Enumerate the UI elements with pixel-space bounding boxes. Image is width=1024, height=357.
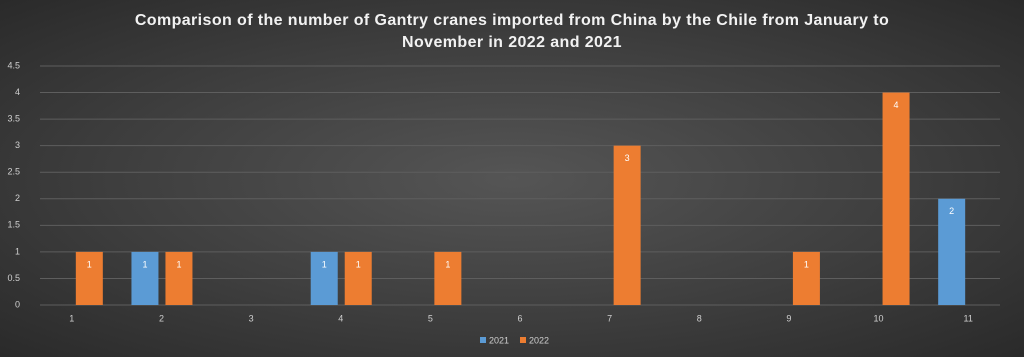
y-tick-label: 4.5	[7, 60, 20, 70]
bar	[434, 251, 462, 305]
y-tick-label: 2.5	[7, 167, 20, 177]
data-label: 1	[322, 259, 327, 269]
legend-swatch	[480, 337, 486, 343]
x-tick-label: 2	[159, 313, 164, 323]
bar	[882, 92, 910, 305]
x-tick-label: 8	[697, 313, 702, 323]
legend-label: 2022	[529, 335, 549, 345]
bar	[792, 251, 820, 305]
chart-title: Comparison of the number of Gantry crane…	[134, 12, 890, 51]
x-tick-label: 7	[607, 313, 612, 323]
data-label: 4	[894, 100, 899, 110]
y-tick-label: 2	[15, 193, 20, 203]
y-tick-label: 1	[15, 246, 20, 256]
x-tick-label: 1	[69, 313, 74, 323]
bar	[938, 198, 966, 305]
x-tick-label: 9	[786, 313, 791, 323]
y-tick-label: 0	[15, 299, 20, 309]
data-label: 1	[804, 259, 809, 269]
x-tick-label: 11	[964, 313, 973, 323]
bar	[310, 251, 338, 305]
legend-swatch	[520, 337, 526, 343]
y-tick-label: 1.5	[7, 220, 20, 230]
data-label: 2	[949, 206, 954, 216]
legend-label: 2021	[489, 335, 509, 345]
data-label: 3	[625, 153, 630, 163]
data-label: 1	[142, 259, 147, 269]
data-label: 1	[87, 259, 92, 269]
data-label: 1	[445, 259, 450, 269]
bar	[613, 145, 641, 305]
bar	[165, 251, 193, 305]
x-tick-label: 6	[517, 313, 522, 323]
y-tick-label: 3	[15, 140, 20, 150]
x-tick-label: 4	[338, 313, 343, 323]
x-tick-label: 10	[874, 313, 884, 323]
bar	[344, 251, 372, 305]
y-tick-label: 0.5	[7, 273, 20, 283]
y-tick-label: 4	[15, 87, 20, 97]
data-label: 1	[356, 259, 361, 269]
data-label: 1	[176, 259, 181, 269]
bar	[75, 251, 103, 305]
x-tick-label: 5	[428, 313, 433, 323]
x-tick-label: 3	[249, 313, 254, 323]
y-tick-label: 3.5	[7, 113, 20, 123]
bar	[131, 251, 159, 305]
